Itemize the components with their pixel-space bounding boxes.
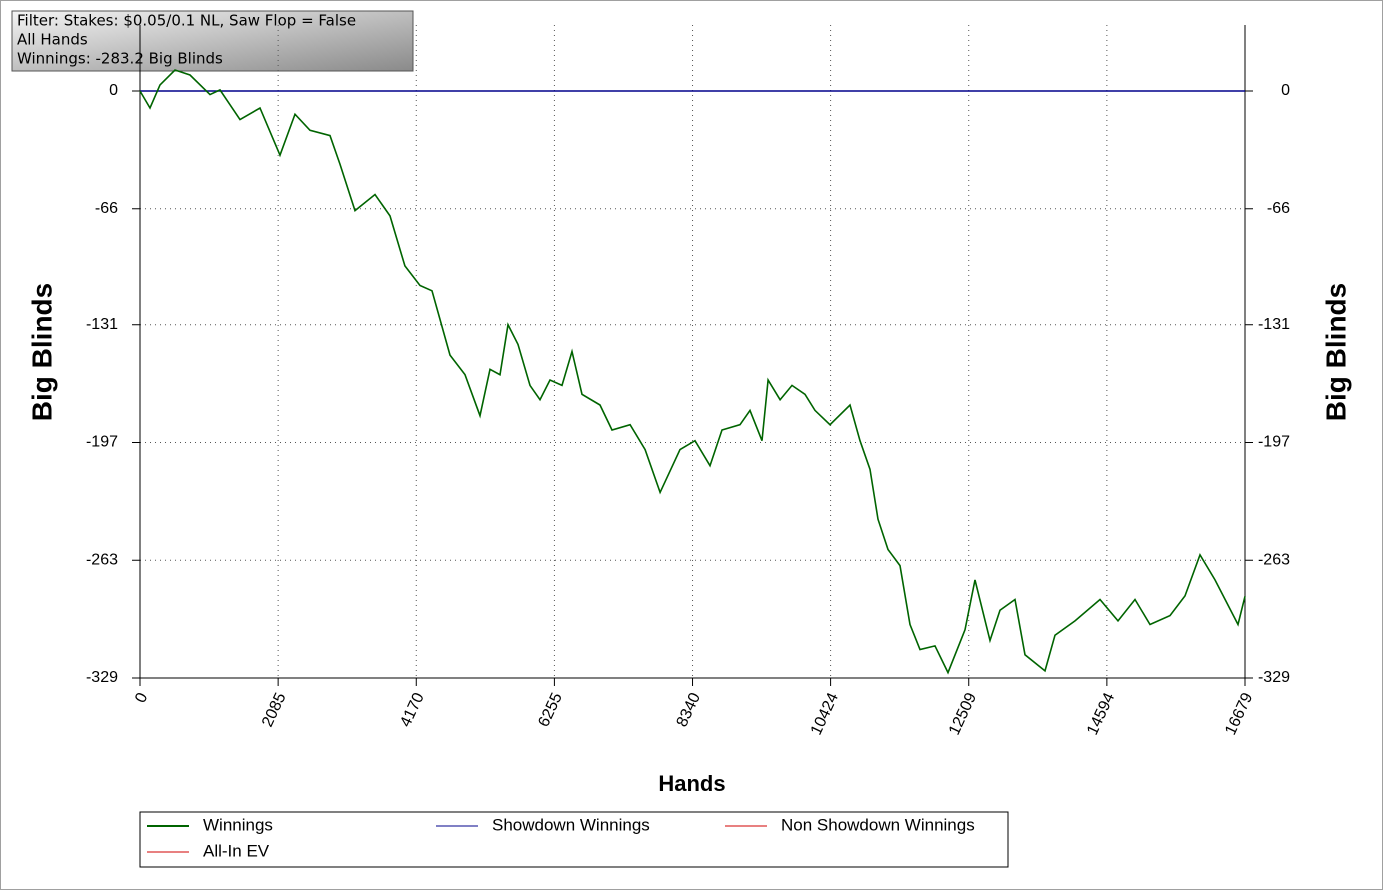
x-axis-title: Hands: [658, 771, 725, 796]
y2-tick-label: -66: [1267, 200, 1290, 217]
filter-text: Filter: Stakes: $0.05/0.1 NL, Saw Flop =…: [17, 12, 356, 30]
filter-box: [11, 10, 414, 72]
legend-box: [139, 811, 1009, 868]
y-tick-label: 0: [109, 82, 118, 99]
y-tick-label: -263: [86, 551, 118, 568]
y-axis-title: Big Blinds: [26, 283, 57, 421]
filter-text: Winnings: -283.2 Big Blinds: [17, 50, 223, 68]
y-tick-label: -66: [95, 200, 118, 217]
legend-label: Showdown Winnings: [492, 815, 650, 834]
series-line: [139, 69, 1246, 675]
filter-text: All Hands: [17, 31, 88, 49]
legend-label: Non Showdown Winnings: [781, 815, 975, 834]
y2-axis-title: Big Blinds: [1320, 283, 1351, 421]
y2-tick-label: 0: [1281, 82, 1290, 99]
y-tick-label: -329: [86, 669, 118, 686]
legend-label: Winnings: [203, 815, 273, 834]
y-tick-label: -197: [86, 434, 118, 451]
y2-tick-label: -197: [1258, 434, 1290, 451]
y2-tick-label: -131: [1258, 316, 1290, 333]
y2-tick-label: -329: [1258, 669, 1290, 686]
y-tick-label: -131: [86, 316, 118, 333]
legend-label: All-In EV: [203, 841, 270, 860]
y2-tick-label: -263: [1258, 551, 1290, 568]
